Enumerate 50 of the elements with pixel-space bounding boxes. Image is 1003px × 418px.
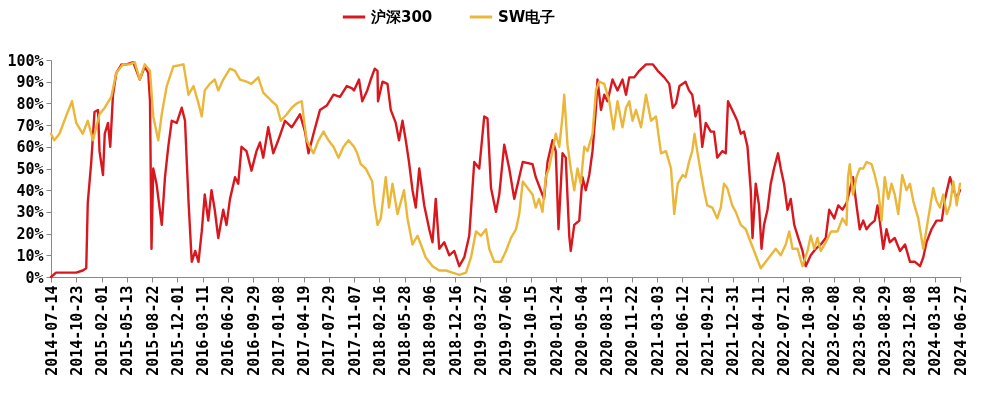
x-tick-label: 2017-11-07 <box>345 285 364 376</box>
x-tick-label: 2016-06-20 <box>219 285 238 376</box>
legend-label: 沪深300 <box>370 8 433 26</box>
x-tick-label: 2016-03-11 <box>194 285 212 376</box>
y-tick-label: 0% <box>25 268 44 287</box>
x-tick-label: 2016-09-29 <box>244 285 263 376</box>
y-tick-label: 50% <box>16 160 44 178</box>
x-tick-label: 2019-07-06 <box>497 285 515 376</box>
x-tick-label: 2015-02-01 <box>93 285 111 376</box>
x-tick-label: 2020-05-04 <box>572 285 591 376</box>
x-tick-label: 2023-02-08 <box>825 285 844 376</box>
x-tick-label: 2021-09-21 <box>699 285 717 376</box>
x-tick-label: 2014-10-23 <box>67 285 86 376</box>
x-tick-label: 2021-06-12 <box>673 285 692 376</box>
x-tick-label: 2018-12-16 <box>446 285 465 376</box>
x-tick-label: 2023-12-08 <box>901 285 919 376</box>
y-tick-label: 90% <box>16 73 44 92</box>
x-tick-label: 2022-10-30 <box>800 285 818 376</box>
x-tick-label: 2014-07-14 <box>42 285 61 376</box>
x-tick-label: 2017-04-19 <box>295 285 313 376</box>
y-tick-label: 10% <box>16 246 44 265</box>
x-tick-label: 2019-03-27 <box>471 285 490 376</box>
x-tick-label: 2015-08-22 <box>143 285 162 376</box>
y-tick-label: 30% <box>16 203 44 222</box>
y-tick-label: 60% <box>16 138 44 157</box>
x-tick-label: 2023-08-29 <box>875 285 894 376</box>
y-tick-label: 70% <box>16 116 44 135</box>
x-tick-label: 2021-03-03 <box>648 285 667 376</box>
y-tick-label: 80% <box>16 94 44 113</box>
x-tick-label: 2024-03-18 <box>926 285 945 376</box>
y-tick-label: 20% <box>16 225 44 244</box>
x-tick-label: 2020-08-13 <box>598 285 616 376</box>
y-tick-label: 40% <box>16 181 44 200</box>
x-tick-label: 2021-12-31 <box>724 285 743 376</box>
x-tick-label: 2022-04-11 <box>749 285 768 376</box>
x-tick-label: 2022-07-21 <box>774 285 793 376</box>
x-tick-label: 2017-07-29 <box>320 285 339 376</box>
x-tick-label: 2018-05-28 <box>396 285 414 376</box>
x-tick-label: 2020-11-22 <box>623 285 642 376</box>
x-tick-label: 2019-10-15 <box>522 285 541 376</box>
x-tick-label: 2018-09-06 <box>421 285 440 376</box>
legend-label: SW电子 <box>498 8 556 26</box>
x-tick-label: 2018-02-16 <box>370 285 389 376</box>
x-tick-label: 2017-01-08 <box>269 285 288 376</box>
x-tick-label: 2015-05-13 <box>118 285 137 376</box>
x-tick-label: 2023-05-20 <box>850 285 869 376</box>
x-tick-label: 2024-06-27 <box>951 285 970 376</box>
x-tick-label: 2020-01-24 <box>547 285 566 376</box>
y-tick-label: 100% <box>7 51 44 70</box>
x-tick-label: 2015-12-01 <box>168 285 187 376</box>
